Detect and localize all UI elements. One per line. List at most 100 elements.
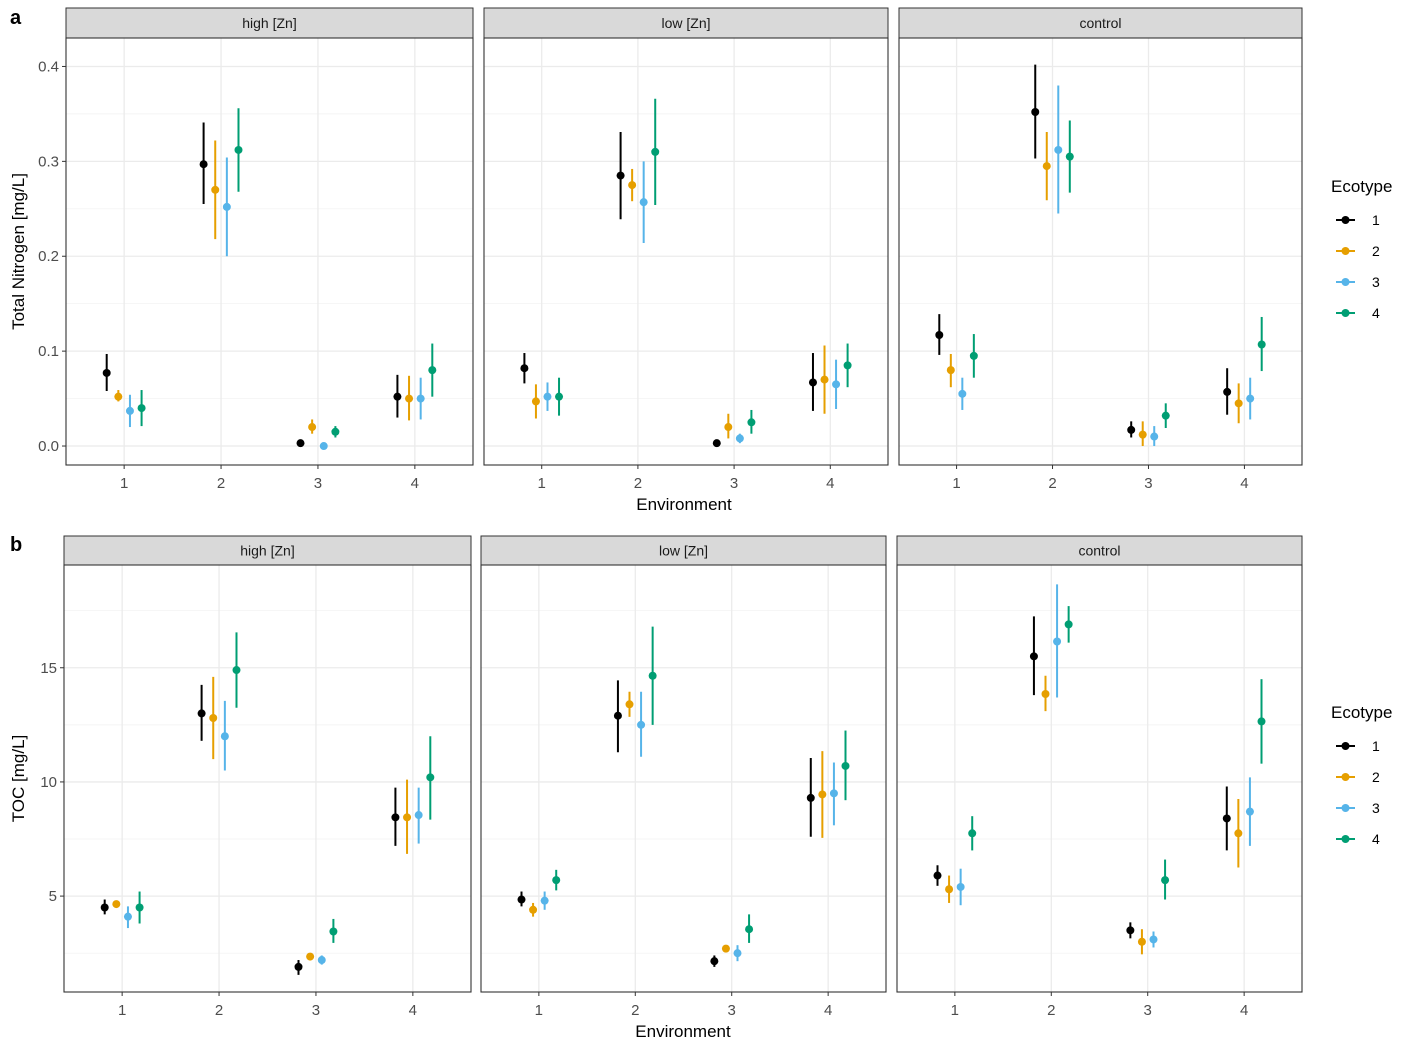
x-tick-label: 1 <box>538 475 546 492</box>
point-ecotype-3 <box>123 912 132 921</box>
point-ecotype-4 <box>552 876 561 885</box>
point-ecotype-1 <box>1223 387 1232 396</box>
legend-title: Ecotype <box>1331 177 1392 196</box>
point-ecotype-3 <box>958 389 967 398</box>
legend-key-point <box>1341 309 1350 317</box>
point-ecotype-3 <box>637 720 646 729</box>
legend: Ecotype 1 2 3 4 <box>1331 177 1392 321</box>
legend-entry-label: 4 <box>1372 831 1380 847</box>
x-tick-label: 4 <box>1240 475 1248 492</box>
facet-strip-label: control <box>1078 543 1120 559</box>
point-ecotype-3 <box>319 442 328 451</box>
point-ecotype-3 <box>416 394 425 403</box>
point-ecotype-1 <box>391 813 400 822</box>
y-tick-label: 5 <box>49 888 57 905</box>
point-ecotype-4 <box>555 392 564 401</box>
facet-strip <box>63 535 472 566</box>
point-ecotype-1 <box>613 711 622 720</box>
x-tick-label: 4 <box>411 475 419 492</box>
legend-entry-label: 3 <box>1372 274 1380 290</box>
point-ecotype-2 <box>403 813 412 822</box>
point-ecotype-4 <box>1257 717 1266 726</box>
point-ecotype-2 <box>531 397 540 406</box>
x-axis-title: Environment <box>635 1022 731 1041</box>
x-axis-title: Environment <box>636 495 732 514</box>
point-ecotype-3 <box>125 406 134 415</box>
chart-a: a high [Zn] 1 2 3 4 0.0 0.1 0.2 0.3 0.4 low [Zn] 1 2 3… <box>9 7 1392 514</box>
x-tick-label: 1 <box>120 475 128 492</box>
y-axis-title: Total Nitrogen [mg/L] <box>9 173 28 330</box>
point-ecotype-2 <box>1138 430 1147 439</box>
panel-background <box>897 565 1302 992</box>
point-ecotype-3 <box>639 198 648 207</box>
point-ecotype-1 <box>100 903 109 912</box>
point-ecotype-4 <box>1065 152 1074 161</box>
point-ecotype-4 <box>651 147 660 156</box>
panel-label-b: b <box>10 534 22 556</box>
legend-entry-label: 1 <box>1372 738 1380 754</box>
point-ecotype-1 <box>935 331 944 340</box>
panel-border <box>896 564 1303 993</box>
point-ecotype-2 <box>945 885 954 894</box>
legend-key-point <box>1341 278 1350 286</box>
x-tick-label: 4 <box>826 475 834 492</box>
point-ecotype-3 <box>1054 145 1063 154</box>
point-ecotype-1 <box>1222 814 1231 823</box>
chart-b: b high [Zn] 1 2 3 4 5 10 15 low [Zn] 1 2 3 4 control 1 2… <box>9 534 1392 1041</box>
y-tick-label: 10 <box>40 774 57 791</box>
point-ecotype-3 <box>317 956 326 965</box>
panel-background <box>66 38 473 465</box>
x-tick-label: 3 <box>1144 1002 1152 1019</box>
panel-border <box>898 37 1303 466</box>
point-ecotype-4 <box>969 351 978 360</box>
point-ecotype-4 <box>648 671 657 680</box>
point-ecotype-3 <box>222 202 231 211</box>
point-ecotype-2 <box>818 790 827 799</box>
point-ecotype-1 <box>520 364 529 373</box>
legend-key-point <box>1341 247 1350 255</box>
point-ecotype-1 <box>808 378 817 387</box>
point-ecotype-2 <box>1234 829 1243 838</box>
point-ecotype-3 <box>733 949 742 958</box>
point-ecotype-3 <box>735 434 744 443</box>
x-tick-label: 2 <box>631 1002 639 1019</box>
facet-high-zn-: high [Zn] 1 2 3 4 0.0 0.1 0.2 0.3 0.4 <box>38 7 474 492</box>
facet-strip <box>898 7 1303 39</box>
panel-border <box>65 37 474 466</box>
y-tick-label: 0.0 <box>38 438 59 455</box>
point-ecotype-4 <box>426 773 435 782</box>
point-ecotype-2 <box>209 713 218 722</box>
point-ecotype-1 <box>616 171 625 180</box>
point-ecotype-1 <box>1031 108 1040 117</box>
point-ecotype-1 <box>296 439 305 448</box>
x-tick-label: 3 <box>312 1002 320 1019</box>
x-tick-label: 1 <box>118 1002 126 1019</box>
x-tick-label: 1 <box>952 475 960 492</box>
facet-strip-label: control <box>1079 15 1121 31</box>
point-ecotype-4 <box>232 666 241 675</box>
legend-key-point <box>1341 773 1350 781</box>
point-ecotype-3 <box>414 811 423 820</box>
point-ecotype-1 <box>102 368 111 377</box>
point-ecotype-1 <box>710 957 719 966</box>
point-ecotype-3 <box>1150 432 1159 441</box>
point-ecotype-4 <box>331 427 340 436</box>
point-ecotype-4 <box>329 927 338 936</box>
facet-low-zn-: low [Zn] 1 2 3 4 <box>480 535 887 1019</box>
x-tick-label: 4 <box>1240 1002 1248 1019</box>
point-ecotype-3 <box>540 896 549 905</box>
point-ecotype-2 <box>112 900 121 909</box>
point-ecotype-3 <box>1245 807 1254 816</box>
point-ecotype-4 <box>428 366 437 375</box>
legend-key-point <box>1341 216 1350 224</box>
x-tick-label: 3 <box>728 1002 736 1019</box>
legend: Ecotype 1 2 3 4 <box>1331 703 1392 847</box>
y-tick-label: 0.1 <box>38 343 59 360</box>
point-ecotype-2 <box>308 423 317 432</box>
facet-strip-label: high [Zn] <box>240 543 294 559</box>
facet-control: control 1 2 3 4 <box>898 7 1303 492</box>
point-ecotype-4 <box>1161 876 1170 885</box>
point-ecotype-1 <box>1029 652 1038 661</box>
point-ecotype-1 <box>517 895 526 904</box>
point-ecotype-2 <box>114 392 123 401</box>
